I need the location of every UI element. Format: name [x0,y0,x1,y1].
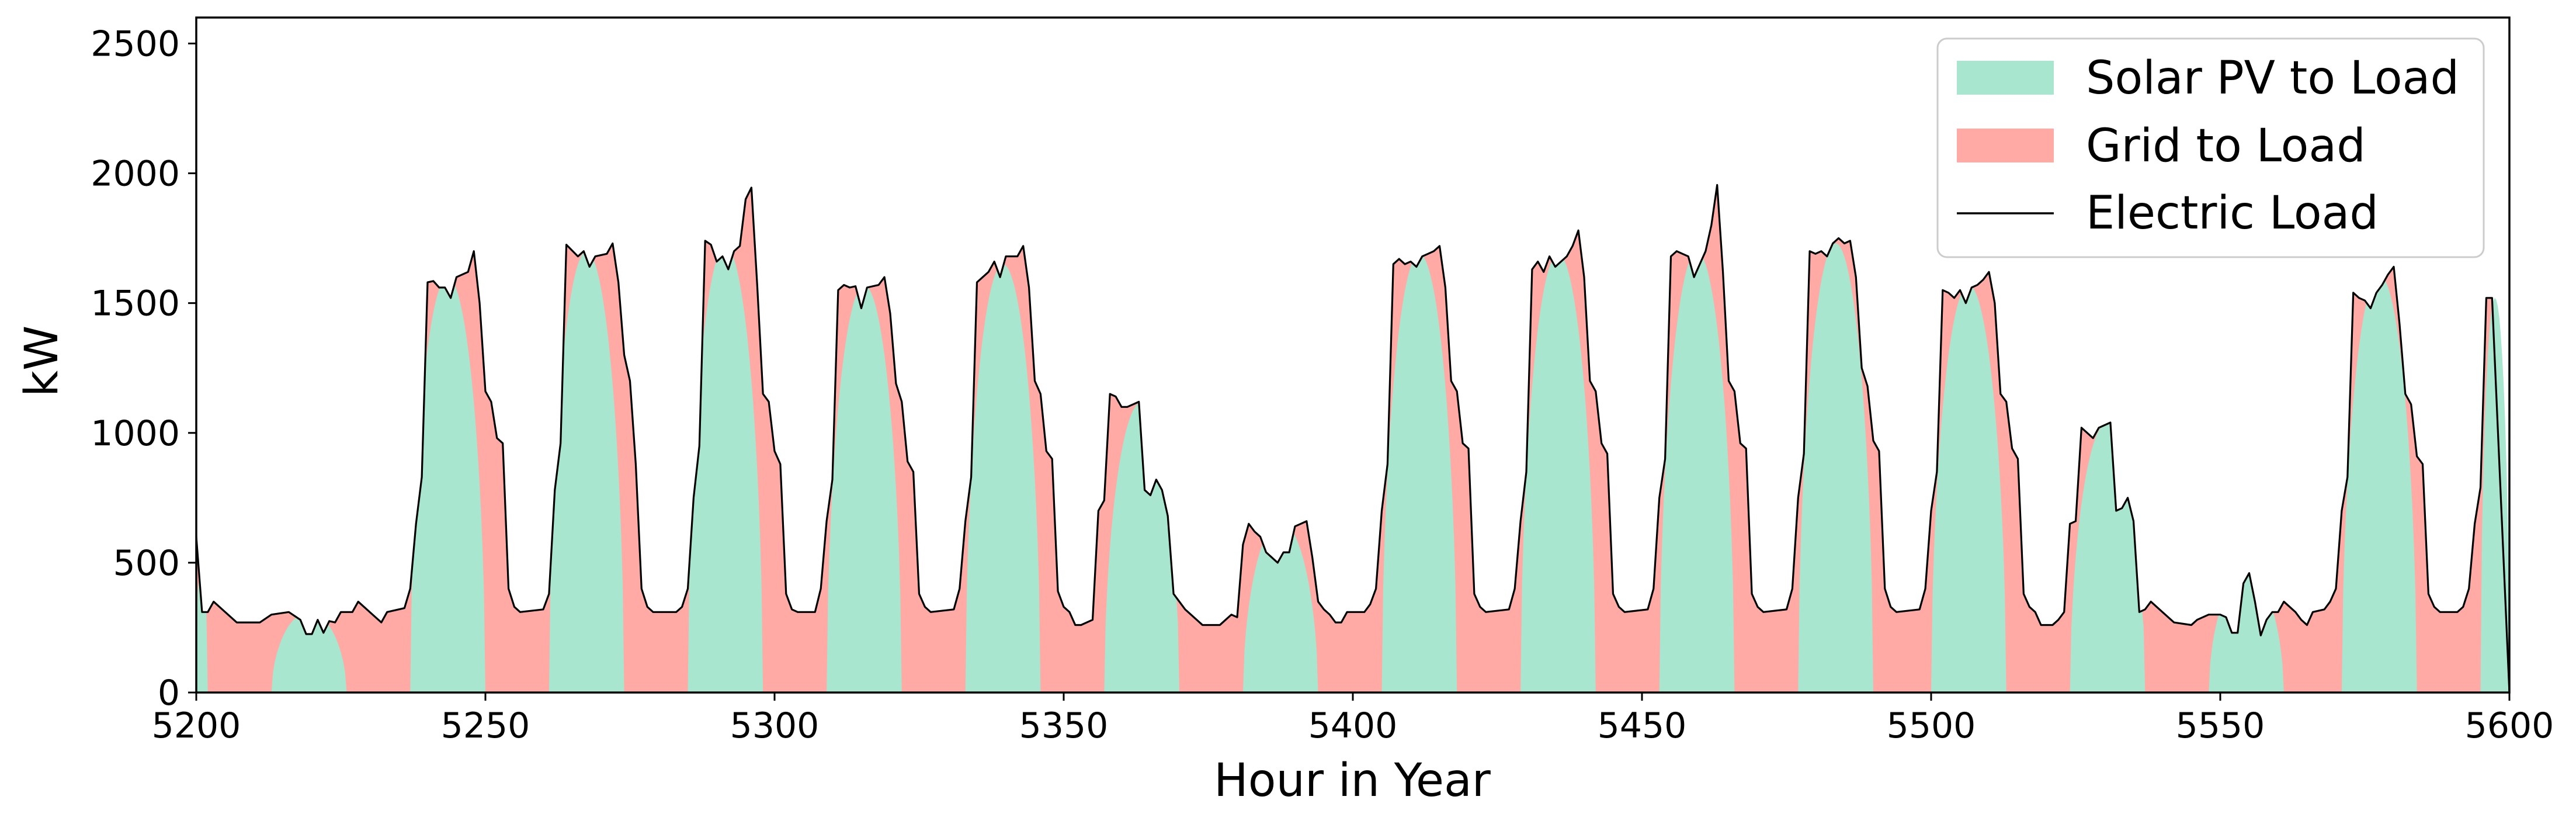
y-tick-label: 1500 [91,283,180,324]
electric-load-line [195,184,2511,693]
x-tick-label: 5500 [1887,705,1976,746]
solar-pv-area-day-0 [196,574,208,693]
legend-frame [1936,37,2485,258]
solar-pv-area-day-11 [1659,257,1735,693]
solar-pv-area-day-1 [271,617,347,693]
solar-pv-area-day-14 [2070,423,2145,693]
solar-pv-area-day-16 [2341,280,2417,693]
solar-pv-area-day-8 [1242,532,1318,693]
legend-swatch-grid [1957,129,2054,162]
x-tick-label: 5300 [730,705,820,746]
x-tick-label: 5350 [1019,705,1109,746]
y-tick-label: 0 [158,673,180,714]
grid-to-load-area [196,185,2492,693]
solar-pv-area-day-9 [1381,256,1457,693]
x-tick-label: 5550 [2176,705,2265,746]
solar-pv-area-day-10 [1520,259,1596,693]
solar-pv-area-day-17 [2480,297,2509,693]
axes: 5200 5250 5300 5350 5400 5450 5500 5550 5600 0 500… [91,16,2554,746]
x-tick-label: 5200 [152,705,241,746]
x-tick-label: 5400 [1308,705,1398,746]
solar-pv-area-day-5 [827,288,902,693]
solar-pv-area-day-7 [1104,403,1179,693]
legend-label-load: Electric Load [2086,187,2379,240]
y-tick-label: 500 [113,543,180,584]
legend-label-grid: Grid to Load [2086,120,2366,172]
legend-label-solar: Solar PV to Load [2086,52,2459,105]
x-axis-title: Hour in Year [1214,754,1491,807]
legend: Solar PV to Load Grid to Load Electric L… [1936,37,2485,258]
y-tick-label: 2500 [91,23,180,64]
y-tick-label: 1000 [91,413,180,454]
x-tick-label: 5250 [441,705,530,746]
y-tick-label: 2000 [91,154,180,195]
solar-pv-area-day-6 [965,264,1041,693]
plot-area [195,184,2511,693]
x-tick-label: 5450 [1598,705,1687,746]
solar-pv-area-day-4 [688,255,763,693]
solar-pv-area-day-15 [2209,573,2284,693]
solar-pv-area-day-13 [1931,288,2006,693]
legend-swatch-solar [1957,61,2054,95]
x-tick-label: 5600 [2465,705,2554,746]
solar-pv-area-day-2 [410,285,485,693]
solar-pv-area-day-3 [548,252,624,693]
solar-pv-area-day-12 [1798,243,1873,693]
y-axis-title: kW [16,326,68,397]
